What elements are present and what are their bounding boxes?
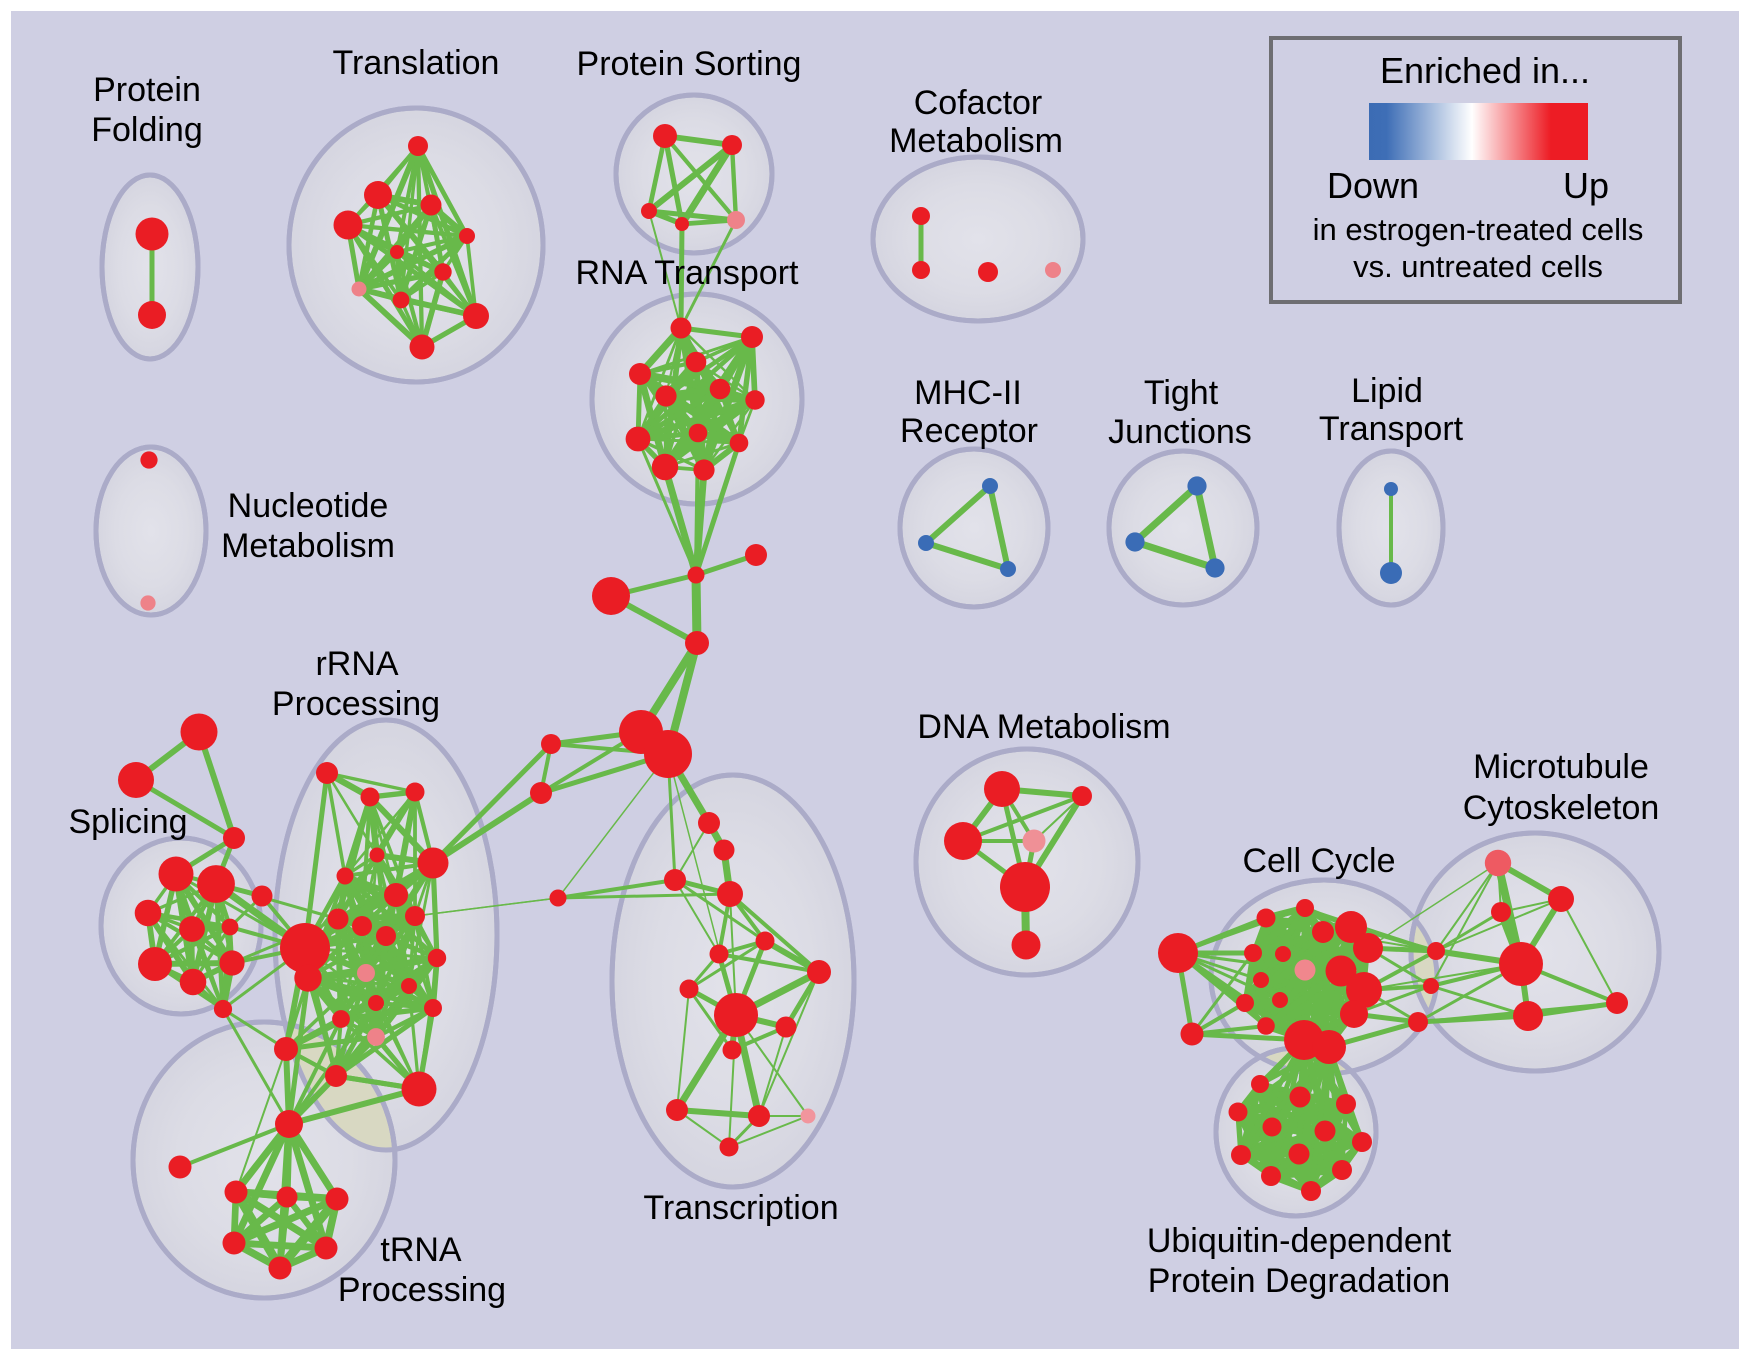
svg-text:vs. untreated cells: vs. untreated cells xyxy=(1353,249,1603,284)
svg-text:Enriched in...: Enriched in... xyxy=(1380,50,1590,91)
svg-text:Lipid: Lipid xyxy=(1351,372,1423,410)
svg-text:Junctions: Junctions xyxy=(1108,413,1252,451)
svg-text:tRNA: tRNA xyxy=(380,1231,462,1269)
svg-text:Up: Up xyxy=(1563,165,1609,206)
svg-text:Protein Degradation: Protein Degradation xyxy=(1148,1262,1450,1300)
svg-text:Nucleotide: Nucleotide xyxy=(228,487,389,525)
svg-text:Microtubule: Microtubule xyxy=(1473,748,1649,786)
svg-text:Processing: Processing xyxy=(272,685,440,723)
svg-text:Translation: Translation xyxy=(333,44,500,82)
svg-text:Tight: Tight xyxy=(1144,374,1219,412)
svg-text:DNA Metabolism: DNA Metabolism xyxy=(917,708,1170,746)
svg-text:rRNA: rRNA xyxy=(315,645,398,683)
svg-text:Splicing: Splicing xyxy=(68,803,187,841)
svg-text:Metabolism: Metabolism xyxy=(889,122,1063,160)
svg-text:MHC-II: MHC-II xyxy=(914,374,1022,412)
svg-text:in estrogen-treated cells: in estrogen-treated cells xyxy=(1313,212,1644,247)
svg-text:Processing: Processing xyxy=(338,1271,506,1309)
svg-text:Down: Down xyxy=(1327,165,1419,206)
svg-text:Cell Cycle: Cell Cycle xyxy=(1242,842,1395,880)
svg-text:RNA Transport: RNA Transport xyxy=(576,254,800,292)
svg-text:Transport: Transport xyxy=(1319,410,1464,448)
svg-text:Protein Sorting: Protein Sorting xyxy=(577,45,802,83)
svg-text:Cofactor: Cofactor xyxy=(914,84,1043,122)
svg-text:Folding: Folding xyxy=(91,111,203,149)
svg-text:Protein: Protein xyxy=(93,71,201,109)
svg-text:Cytoskeleton: Cytoskeleton xyxy=(1463,789,1660,827)
svg-text:Ubiquitin-dependent: Ubiquitin-dependent xyxy=(1147,1222,1452,1260)
svg-text:Receptor: Receptor xyxy=(900,412,1038,450)
svg-text:Metabolism: Metabolism xyxy=(221,527,395,565)
svg-text:Transcription: Transcription xyxy=(643,1189,838,1227)
